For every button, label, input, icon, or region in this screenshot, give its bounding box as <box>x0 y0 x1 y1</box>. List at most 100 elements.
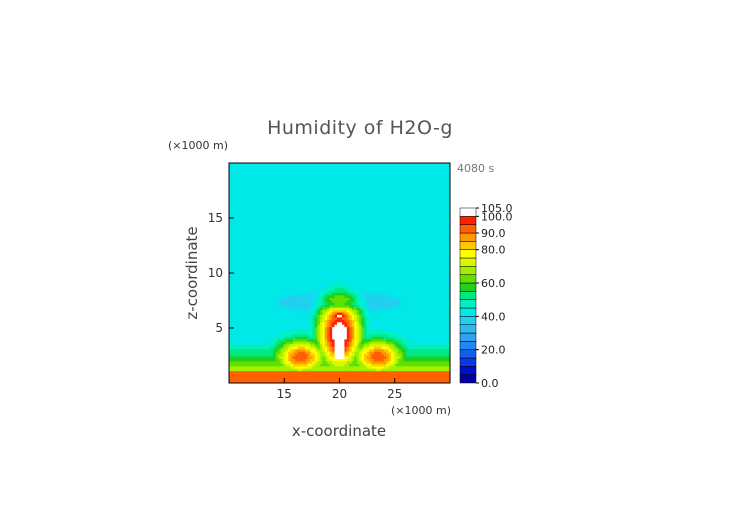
field-cell <box>273 177 277 181</box>
field-cell <box>256 241 259 245</box>
field-cell <box>341 258 345 262</box>
field-cell <box>297 280 301 284</box>
field-cell <box>258 353 262 357</box>
field-cell <box>361 319 365 323</box>
field-cell <box>344 339 348 342</box>
field-cell <box>231 270 235 274</box>
field-cell <box>312 351 316 355</box>
field-cell <box>317 216 321 220</box>
field-cell <box>287 207 291 210</box>
field-cell <box>344 265 348 269</box>
field-cell <box>312 209 316 213</box>
field-cell <box>344 185 348 188</box>
field-cell <box>364 361 367 364</box>
field-cell <box>280 167 284 171</box>
field-cell <box>295 219 299 223</box>
field-cell <box>327 167 331 171</box>
field-cell <box>231 189 235 193</box>
field-cell <box>241 361 245 364</box>
field-cell <box>263 177 267 181</box>
field-cell <box>356 172 360 176</box>
field-cell <box>270 319 274 323</box>
field-cell <box>300 373 304 377</box>
field-cell <box>265 299 269 303</box>
field-cell <box>327 241 331 245</box>
field-cell <box>246 334 250 337</box>
field-cell <box>324 290 328 293</box>
field-cell <box>314 165 318 169</box>
field-cell <box>285 216 289 220</box>
field-cell <box>256 378 259 381</box>
field-cell <box>285 285 289 289</box>
field-cell <box>346 361 350 364</box>
field-cell <box>312 180 316 183</box>
field-cell <box>248 248 252 252</box>
field-cell <box>344 189 348 193</box>
field-cell <box>300 370 304 374</box>
field-cell <box>243 351 247 355</box>
field-cell <box>270 258 274 262</box>
field-cell <box>364 290 367 293</box>
field-cell <box>300 375 304 379</box>
field-cell <box>273 175 277 179</box>
field-cell <box>231 365 235 369</box>
field-cell <box>243 175 247 179</box>
field-cell <box>361 361 365 364</box>
field-cell <box>322 197 326 201</box>
field-cell <box>310 378 313 381</box>
field-cell <box>349 373 353 377</box>
field-cell <box>356 185 360 188</box>
field-cell <box>292 358 296 362</box>
field-cell <box>258 219 262 223</box>
field-cell <box>354 287 358 291</box>
field-cell <box>319 236 323 240</box>
field-cell <box>344 351 348 355</box>
field-cell <box>268 170 272 174</box>
field-cell <box>256 229 259 232</box>
field-cell <box>305 285 308 289</box>
field-cell <box>233 229 237 232</box>
field-cell <box>231 275 235 279</box>
field-cell <box>236 260 240 264</box>
field-cell <box>285 295 289 298</box>
field-cell <box>346 309 350 313</box>
field-cell <box>233 368 237 372</box>
field-cell <box>349 248 353 252</box>
field-cell <box>300 182 304 186</box>
field-cell <box>292 202 296 205</box>
field-cell <box>349 182 353 186</box>
field-cell <box>354 255 358 259</box>
field-cell <box>263 341 267 345</box>
field-cell <box>248 216 252 220</box>
field-cell <box>307 172 311 176</box>
field-cell <box>295 214 299 218</box>
field-cell <box>265 351 269 355</box>
field-cell <box>231 180 235 183</box>
field-cell <box>273 199 277 203</box>
field-cell <box>314 312 318 315</box>
field-cell <box>263 353 267 357</box>
field-cell <box>241 368 245 372</box>
field-cell <box>314 204 318 208</box>
field-cell <box>356 177 360 181</box>
field-cell <box>317 314 321 318</box>
field-cell <box>334 317 338 320</box>
field-cell <box>260 170 264 174</box>
field-cell <box>314 270 318 274</box>
field-cell <box>287 368 291 372</box>
field-cell <box>351 339 355 342</box>
field-cell <box>364 321 367 325</box>
field-cell <box>327 351 331 355</box>
field-cell <box>332 336 335 340</box>
field-cell <box>346 224 350 227</box>
field-cell <box>283 177 286 181</box>
field-cell <box>238 341 242 345</box>
field-cell <box>351 282 355 286</box>
field-cell <box>319 268 323 271</box>
field-cell <box>292 348 296 352</box>
field-cell <box>285 251 289 254</box>
field-cell <box>302 268 306 271</box>
field-cell <box>332 216 335 220</box>
field-cell <box>339 356 343 359</box>
field-cell <box>248 180 252 183</box>
